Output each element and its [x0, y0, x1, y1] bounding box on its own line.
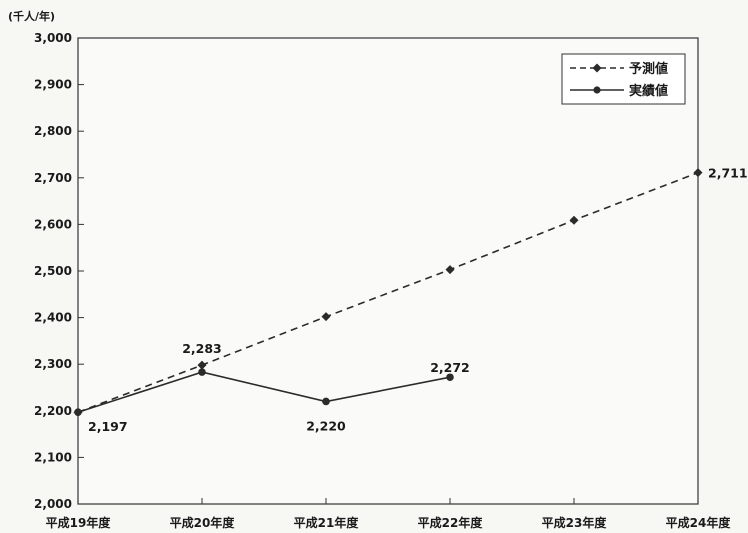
point-forecast: [693, 168, 703, 178]
legend-marker-actual: [593, 86, 601, 94]
x-tick-label: 平成21年度: [294, 515, 360, 530]
y-tick-label: 2,100: [34, 450, 72, 464]
data-labels: 2,711 2,197 2,283 2,220 2,272: [88, 166, 748, 435]
point-actual: [74, 408, 82, 416]
y-tick-label: 3,000: [34, 31, 72, 45]
legend-marker-forecast: [592, 63, 602, 73]
series-layer: [73, 168, 703, 417]
y-tick-label: 2,900: [34, 78, 72, 92]
point-forecast: [197, 360, 207, 370]
y-tick-label: 2,600: [34, 217, 72, 231]
data-label: 2,220: [306, 418, 346, 433]
y-tick-label: 2,800: [34, 124, 72, 138]
x-axis: 平成19年度 平成20年度 平成21年度 平成22年度 平成23年度 平成24年度: [46, 498, 732, 530]
legend: 予測値 実績値: [561, 53, 686, 105]
data-label: 2,272: [430, 360, 470, 375]
series-line-forecast: [77, 171, 699, 413]
y-unit-label: (千人/年): [8, 9, 55, 23]
point-forecast: [445, 265, 455, 275]
y-tick-label: 2,200: [34, 404, 72, 418]
y-tick-label: 2,400: [34, 311, 72, 325]
x-tick-label: 平成23年度: [542, 515, 608, 530]
data-label: 2,711: [708, 166, 748, 181]
y-tick-label: 2,300: [34, 357, 72, 371]
y-tick-label: 2,700: [34, 171, 72, 185]
point-forecast: [569, 215, 579, 225]
legend-label-actual: 実績値: [629, 83, 668, 99]
point-actual: [322, 397, 330, 406]
data-label: 2,197: [88, 419, 128, 434]
x-tick-label: 平成19年度: [46, 515, 112, 530]
point-forecast: [321, 312, 331, 322]
legend-label-forecast: 予測値: [629, 61, 668, 77]
point-actual: [446, 373, 454, 382]
y-tick-label: 2,000: [34, 497, 72, 511]
plot-frame: [77, 37, 699, 505]
point-actual: [198, 368, 206, 376]
x-tick-label: 平成20年度: [170, 515, 236, 530]
series-line-actual: [77, 371, 451, 413]
y-axis: 2,000 2,100 2,200 2,300 2,400 2,500 2,600 2,700…: [34, 31, 84, 511]
x-tick-label: 平成22年度: [418, 515, 484, 530]
x-tick-label: 平成24年度: [666, 515, 732, 530]
legend-box: [561, 53, 686, 105]
y-tick-label: 2,500: [34, 264, 72, 278]
data-label: 2,283: [182, 341, 222, 356]
